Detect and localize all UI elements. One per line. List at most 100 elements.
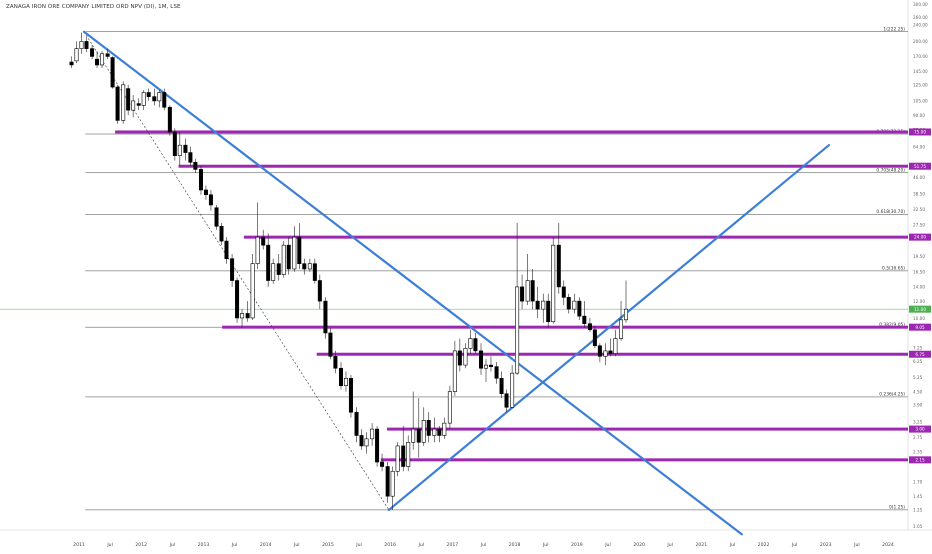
x-tick-label: Jul — [542, 542, 549, 548]
y-tick-label: 145.00 — [913, 69, 928, 74]
candle-body — [286, 244, 291, 270]
candle-body — [281, 244, 286, 275]
candle-body — [421, 419, 426, 443]
y-tick-label: 3.25 — [913, 420, 923, 425]
candle-body — [245, 313, 250, 319]
x-tick-label: Jul — [666, 542, 673, 548]
y-tick-label: 1.05 — [913, 524, 923, 529]
candle-body — [348, 378, 353, 413]
x-tick-label: 2023 — [820, 542, 832, 548]
candle-body — [463, 347, 468, 366]
y-tick-label: 240.00 — [913, 22, 928, 27]
candle-body — [177, 144, 182, 156]
candle-body — [442, 422, 447, 436]
y-tick-label: 200.00 — [913, 39, 928, 44]
candle-body — [354, 411, 359, 436]
candle-body — [121, 84, 126, 121]
fib-level-label: 0.382(9.05) — [879, 322, 905, 328]
candle-body — [624, 308, 629, 321]
candle-body — [323, 300, 328, 334]
x-tick-label: Jul — [231, 542, 238, 548]
x-tick-label: Jul — [417, 542, 424, 548]
candle-body — [110, 57, 115, 88]
sr-level-line — [387, 427, 908, 431]
x-tick-label: 2014 — [260, 542, 272, 548]
candle-body — [535, 300, 540, 310]
candle-body — [203, 189, 208, 196]
candle-body — [582, 315, 587, 324]
candle-body — [613, 338, 618, 354]
candle-body — [266, 244, 271, 281]
candle-body — [297, 236, 302, 264]
candle-body — [240, 313, 245, 319]
candle-body — [483, 364, 488, 369]
y-tick-label: 6.25 — [913, 359, 923, 364]
candle-body — [333, 356, 338, 369]
x-tick-label: 2016 — [384, 542, 396, 548]
candle-body — [69, 61, 74, 66]
candle-body — [510, 372, 515, 408]
candle-body — [74, 48, 79, 62]
candle-body — [504, 393, 509, 408]
candle-body — [188, 152, 193, 163]
y-tick-label: 3.90 — [913, 403, 923, 408]
x-tick-label: Jul — [791, 542, 798, 548]
candle-body — [235, 280, 240, 319]
y-tick-label: 4.50 — [913, 389, 923, 394]
y-tick-label: 1.25 — [913, 508, 923, 513]
x-tick-label: 2020 — [633, 542, 645, 548]
candle-body — [126, 88, 131, 111]
candle-body — [380, 461, 385, 467]
last-price-badge — [909, 305, 931, 313]
fib-level-label: 0.618(30.70) — [876, 209, 905, 215]
y-tick-label: 300.00 — [913, 2, 928, 7]
sr-level-label: 6.75 — [915, 352, 925, 357]
candle-body — [141, 92, 146, 106]
x-tick-label: 2021 — [695, 542, 707, 548]
sr-level-label: 3.00 — [915, 427, 925, 432]
candle-body — [198, 169, 203, 191]
candle-body — [437, 428, 442, 436]
y-tick-label: 32.50 — [913, 207, 925, 212]
trendline — [387, 144, 830, 512]
candle-body — [359, 435, 364, 447]
candle-body — [183, 144, 188, 153]
candle-body — [302, 263, 307, 270]
candle-body — [432, 428, 437, 436]
sr-level-line — [316, 352, 908, 356]
chart-title: ZANAGA IRON ORE COMPANY LIMITED ORD NPV … — [6, 4, 181, 10]
x-tick-label: Jul — [480, 542, 487, 548]
x-tick-label: Jul — [106, 542, 113, 548]
x-tick-label: Jul — [355, 542, 362, 548]
candle-body — [370, 428, 375, 440]
candle-body — [230, 258, 235, 281]
sr-level-line — [178, 164, 909, 168]
candle-body — [494, 366, 499, 379]
sr-level-line — [115, 130, 908, 134]
candle-body — [577, 300, 582, 317]
candle-body — [193, 161, 198, 170]
sr-level-label: 75.00 — [914, 130, 926, 135]
fib-level-label: 0(1.25) — [889, 505, 905, 511]
candle-body — [572, 300, 577, 310]
y-tick-label: 260.00 — [913, 15, 928, 20]
candle-body — [162, 92, 167, 108]
candle-body — [390, 470, 395, 497]
x-tick-label: 2011 — [73, 542, 85, 548]
candle-body — [520, 286, 525, 302]
candle-body — [546, 300, 551, 323]
sr-level-badge — [909, 456, 931, 464]
candle-body — [90, 48, 95, 57]
x-tick-label: Jul — [169, 542, 176, 548]
sr-level-badge — [909, 323, 931, 331]
candle-body — [385, 466, 390, 497]
x-tick-label: 2017 — [447, 542, 459, 548]
candle-body — [452, 350, 457, 392]
fib-level-label: 0.705(48.20) — [876, 168, 905, 174]
y-tick-label: 1.45 — [913, 494, 923, 499]
y-tick-label: 14.00 — [913, 285, 925, 290]
fib-level-label: 0.5(16.65) — [882, 266, 905, 272]
y-tick-label: 170.00 — [913, 54, 928, 59]
y-tick-label: 10.00 — [913, 316, 925, 321]
